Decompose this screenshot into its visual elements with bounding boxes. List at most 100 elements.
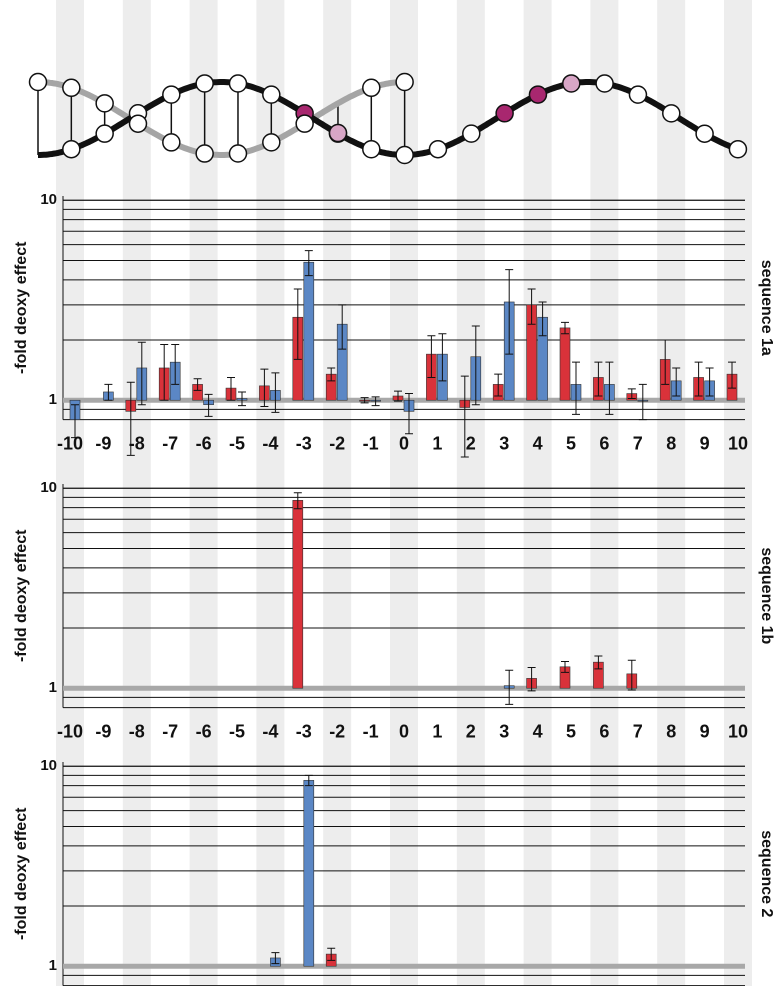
nucleotide [262,85,281,104]
x-tick-label: -5 [229,433,245,453]
nucleotide [295,114,314,133]
x-tick-label: -10 [57,721,83,741]
error-bar [672,367,681,397]
error-bar [561,661,569,673]
error-bar [438,333,447,382]
x-tick-label: -4 [262,721,278,741]
strand-black [38,79,739,158]
nucleotide [162,133,181,152]
error-bar [538,301,547,337]
error-bar [705,367,714,397]
panel-title: sequence 1b [758,547,775,644]
nucleotide [362,139,381,159]
y-tick-label: 10 [40,757,57,774]
nucleotide [562,74,581,93]
nucleotide [195,74,214,93]
y-tick-label: 10 [40,479,57,496]
error-bar [304,774,313,787]
nucleotide [695,124,714,143]
bar [559,327,571,401]
y-tick-label: 1 [49,957,57,974]
bar [303,780,315,967]
error-bar [304,250,313,277]
error-bar [293,288,302,360]
nucleotide [162,85,181,104]
nucleotide [528,85,548,104]
dna-helix [28,72,748,165]
error-bar [271,372,280,413]
y-axis-label: -fold deoxy effect [13,807,30,940]
nucleotide [128,114,148,133]
error-bar [427,335,436,378]
x-tick-label: 6 [599,433,609,453]
x-tick-label: -10 [57,433,83,453]
x-tick-label: 8 [666,433,676,453]
x-tick-label: 2 [466,433,476,453]
error-bar [471,325,480,406]
column-stripe [523,0,552,986]
nucleotide [628,85,648,104]
error-bar [260,368,269,408]
x-tick-label: 0 [399,433,409,453]
column-stripe [323,0,352,986]
x-tick-label: -7 [162,721,178,741]
nucleotide [195,144,214,163]
nucleotide [62,78,81,98]
x-tick-label: 10 [728,433,748,453]
x-tick-label: 4 [533,721,543,741]
error-bar [460,375,469,458]
x-tick-label: -8 [129,433,145,453]
error-bar [137,341,146,406]
error-bar [594,655,603,670]
x-tick-label: -3 [296,433,312,453]
error-bar [572,361,580,415]
error-bar [293,492,302,510]
error-bar [505,669,514,705]
error-bar [627,659,636,691]
error-bar [327,367,336,382]
error-bar [171,343,180,385]
column-stripe [256,0,285,986]
y-axis-label: -fold deoxy effect [13,241,30,374]
bar [292,500,304,689]
error-bar [271,952,280,965]
error-bar [527,288,536,325]
error-bar [327,947,336,961]
x-tick-label: -2 [329,433,345,453]
y-tick-label: 10 [40,191,57,208]
nucleotide [462,124,481,143]
error-bar [238,391,246,407]
x-tick-label: 6 [599,721,609,741]
x-tick-label: -1 [363,433,379,453]
nucleotide [228,74,248,93]
error-bar [527,666,536,692]
x-tick-label: -2 [329,721,345,741]
x-tick-label: 5 [566,433,576,453]
nucleotide [28,72,48,92]
column-stripe [456,0,485,986]
x-tick-label: -6 [196,721,212,741]
nucleotide [95,124,114,143]
nucleotide [662,104,681,123]
nucleotide [395,145,414,165]
x-tick-label: 4 [533,433,543,453]
error-bar [728,361,736,389]
column-stripe [56,0,84,986]
error-bar [494,373,503,397]
nucleotide [428,139,448,159]
column-stripe [122,0,151,986]
panel-title: sequence 2 [758,830,775,917]
y-tick-label: 1 [49,391,57,408]
column-stripe [390,0,418,986]
bar [303,261,315,401]
nucleotide [362,78,381,98]
error-bar [160,343,169,401]
error-bar [405,393,413,435]
nucleotide [262,133,281,152]
error-bar [638,383,647,421]
x-tick-label: 10 [728,721,748,741]
nucleotide [495,104,514,123]
x-tick-label: -8 [129,721,145,741]
error-bar [360,397,369,404]
column-stripe [657,0,686,986]
